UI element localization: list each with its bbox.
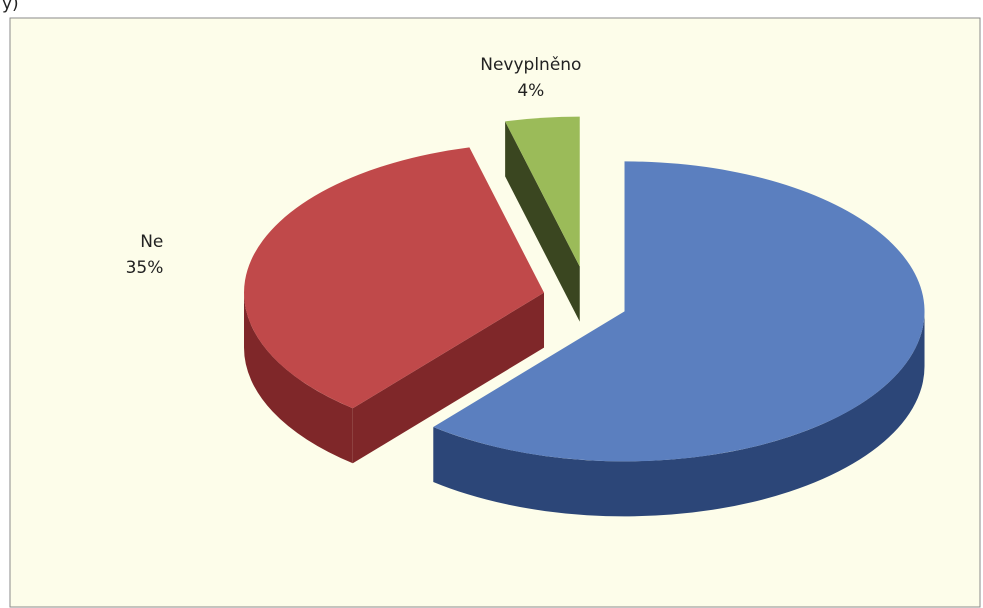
slice [505,116,580,322]
data-label-name: Ne [140,232,163,252]
slice [433,161,925,517]
slice-top [244,147,545,409]
slice-wall [244,292,353,464]
slice-top [433,161,925,462]
data-label: 35% [126,258,164,278]
data-label-name: Nevyplněno [480,55,581,75]
slice-side [505,121,580,322]
data-label: 4% [517,81,544,101]
slice-wall [433,311,925,517]
slice [244,147,545,464]
caption: y) [2,0,19,14]
slice-side [352,292,545,464]
slice-top [505,116,580,267]
